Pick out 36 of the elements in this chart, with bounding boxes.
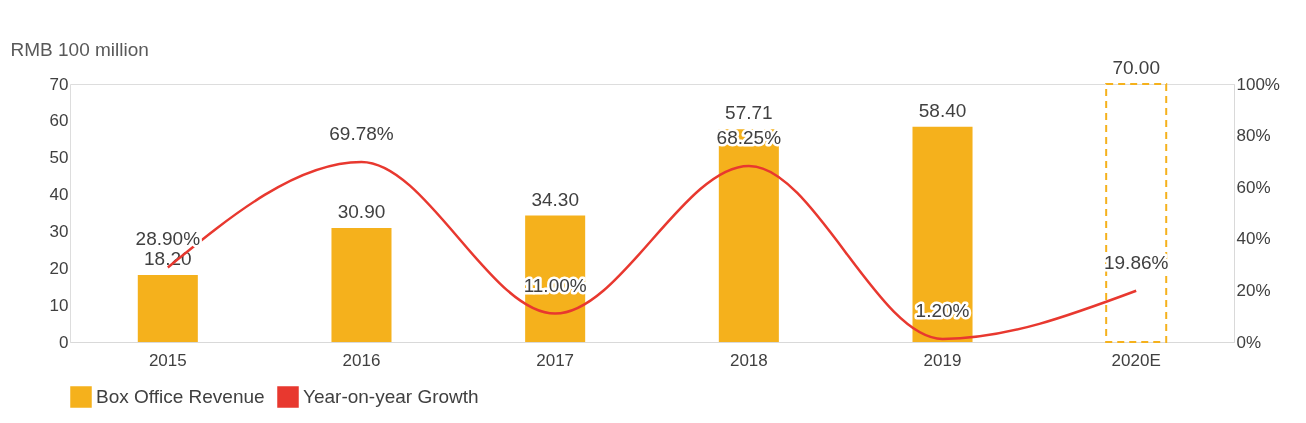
legend-label: Box Office Revenue: [96, 386, 265, 407]
data-label: 57.71: [725, 102, 773, 124]
y-tick-label: 0: [59, 332, 69, 352]
y2-tick-label: 0%: [1236, 332, 1262, 352]
y-tick-label: 20: [49, 258, 69, 278]
y-axis-title: RMB 100 million: [10, 38, 149, 60]
x-tick-label: 2017: [536, 350, 575, 370]
data-label: 70.00: [1112, 57, 1160, 78]
y-tick-label: 70: [49, 74, 69, 94]
y-tick-label: 30: [49, 221, 69, 241]
data-label: 69.78%: [329, 122, 394, 144]
y-tick-label: 40: [49, 185, 69, 205]
bar: [331, 228, 392, 342]
data-label: 28.90%: [135, 228, 201, 250]
y2-tick-label: 100%: [1236, 74, 1280, 94]
data-label: 58.40: [918, 99, 967, 121]
data-label: 1.20%: [915, 299, 970, 321]
y2-tick-label: 80%: [1236, 126, 1271, 146]
y2-tick-label: 60%: [1236, 177, 1271, 197]
x-tick-label: 2020E: [1111, 350, 1161, 370]
data-label: 34.30: [531, 188, 579, 210]
y-tick-label: 60: [49, 111, 69, 131]
x-tick-label: 2016: [342, 350, 381, 370]
x-tick-label: 2018: [729, 350, 768, 370]
y2-tick-label: 20%: [1236, 280, 1271, 300]
bar: [1105, 83, 1168, 343]
bar: [137, 274, 198, 342]
x-tick-label: 2015: [148, 350, 187, 370]
data-label: 30.90: [337, 201, 386, 223]
legend-label: Year-on-year Growth: [303, 386, 479, 407]
bar: [718, 129, 779, 342]
y-tick-label: 50: [49, 148, 69, 168]
x-tick-label: 2019: [923, 350, 962, 370]
y-tick-label: 10: [49, 295, 69, 315]
y2-tick-label: 40%: [1236, 229, 1271, 249]
bar: [912, 126, 973, 342]
